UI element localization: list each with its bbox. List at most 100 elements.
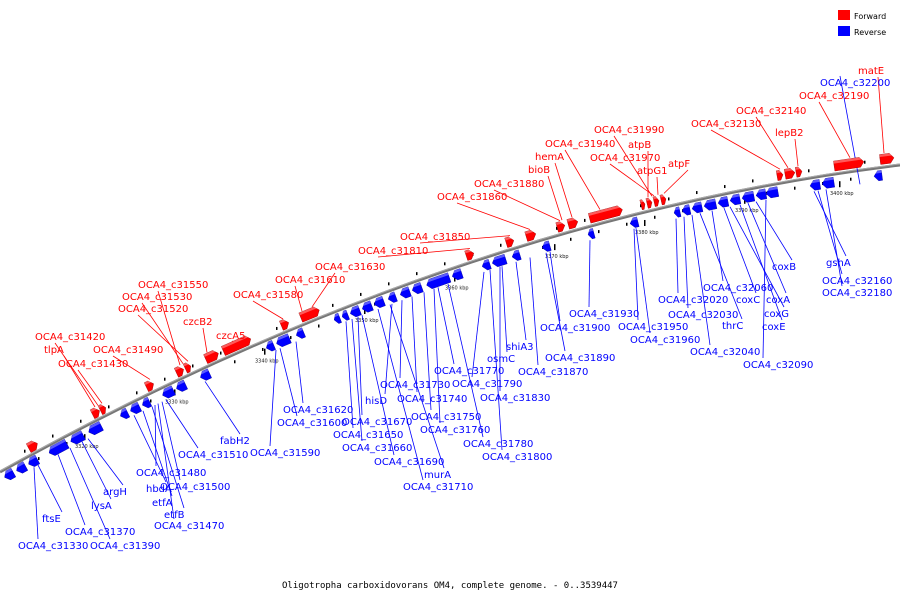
gene-arrow[interactable] xyxy=(411,282,424,295)
gene-arrow[interactable] xyxy=(220,334,252,356)
gene-label[interactable]: OCA4_c32140 xyxy=(736,106,806,117)
gene-label[interactable]: OCA4_c31490 xyxy=(93,345,163,356)
gene-arrow[interactable] xyxy=(160,385,176,400)
reverse-gene[interactable] xyxy=(873,170,883,181)
gene-arrow[interactable] xyxy=(387,291,398,304)
gene-label[interactable]: OCA4_c31900 xyxy=(540,323,610,334)
reverse-gene[interactable] xyxy=(729,193,742,206)
gene-label[interactable]: OCA4_c31890 xyxy=(545,353,615,364)
reverse-gene[interactable] xyxy=(821,176,835,189)
gene-label[interactable]: OCA4_c31600 xyxy=(277,418,347,429)
gene-arrow[interactable] xyxy=(741,190,756,203)
gene-label[interactable]: OCA4_c31590 xyxy=(250,448,320,459)
reverse-gene[interactable] xyxy=(294,327,306,340)
reverse-gene[interactable] xyxy=(765,186,780,199)
forward-gene[interactable] xyxy=(203,348,221,364)
gene-label[interactable]: OCA4_c31510 xyxy=(178,450,248,461)
reverse-gene[interactable] xyxy=(274,333,292,349)
gene-arrow[interactable] xyxy=(555,220,566,233)
reverse-gene[interactable] xyxy=(198,368,212,382)
gene-arrow[interactable] xyxy=(340,309,350,322)
reverse-gene[interactable] xyxy=(118,407,131,421)
gene-label[interactable]: OCA4_c31870 xyxy=(518,367,588,378)
forward-gene[interactable] xyxy=(659,194,667,206)
gene-label[interactable]: OCA4_c31790 xyxy=(452,379,522,390)
gene-label[interactable]: OCA4_c31730 xyxy=(380,380,450,391)
gene-label[interactable]: OCA4_c31690 xyxy=(374,457,444,468)
reverse-gene[interactable] xyxy=(586,228,596,240)
reverse-gene[interactable] xyxy=(332,312,342,325)
gene-arrow[interactable] xyxy=(703,198,718,211)
gene-label[interactable]: OCA4_c31740 xyxy=(397,394,467,405)
gene-label[interactable]: coxG xyxy=(764,309,789,320)
gene-arrow[interactable] xyxy=(587,228,596,240)
gene-arrow[interactable] xyxy=(755,188,768,201)
gene-label[interactable]: osmC xyxy=(487,354,515,365)
gene-label[interactable]: tlpA xyxy=(44,345,64,356)
gene-arrow[interactable] xyxy=(86,421,104,436)
gene-label[interactable]: OCA4_c32060 xyxy=(703,283,773,294)
gene-arrow[interactable] xyxy=(118,407,131,421)
gene-label[interactable]: OCA4_c31940 xyxy=(545,139,615,150)
reverse-gene[interactable] xyxy=(2,467,17,482)
gene-label[interactable]: OCA4_c31580 xyxy=(233,290,303,301)
gene-label[interactable]: OCA4_c31470 xyxy=(154,521,224,532)
gene-arrow[interactable] xyxy=(349,305,362,318)
reverse-gene[interactable] xyxy=(450,268,464,282)
gene-label[interactable]: coxA xyxy=(766,295,790,306)
gene-label[interactable]: OCA4_c31520 xyxy=(118,304,188,315)
gene-arrow[interactable] xyxy=(399,286,412,300)
reverse-gene[interactable] xyxy=(680,204,692,217)
gene-arrow[interactable] xyxy=(128,401,142,415)
gene-label[interactable]: czcB2 xyxy=(183,317,212,328)
reverse-gene[interactable] xyxy=(340,309,350,322)
gene-arrow[interactable] xyxy=(639,199,646,211)
gene-arrow[interactable] xyxy=(373,295,386,309)
gene-arrow[interactable] xyxy=(491,253,508,268)
gene-label[interactable]: fabH2 xyxy=(220,436,250,447)
reverse-gene[interactable] xyxy=(755,188,768,201)
forward-gene[interactable] xyxy=(25,439,40,453)
reverse-gene[interactable] xyxy=(703,198,718,211)
gene-label[interactable]: OCA4_c31830 xyxy=(480,393,550,404)
gene-label[interactable]: argH xyxy=(103,487,127,498)
gene-label[interactable]: ftsE xyxy=(42,514,61,525)
gene-label[interactable]: hbdA xyxy=(146,484,172,495)
reverse-gene[interactable] xyxy=(360,300,374,314)
gene-label[interactable]: matE xyxy=(858,66,884,77)
gene-label[interactable]: coxC xyxy=(736,295,760,306)
gene-label[interactable]: OCA4_c31990 xyxy=(594,125,664,136)
reverse-gene[interactable] xyxy=(425,272,452,290)
gene-label[interactable]: OCA4_c31950 xyxy=(618,322,688,333)
gene-label[interactable]: OCA4_c31500 xyxy=(160,482,230,493)
gene-arrow[interactable] xyxy=(173,365,186,378)
forward-gene[interactable] xyxy=(89,406,102,420)
reverse-gene[interactable] xyxy=(26,454,41,469)
gene-label[interactable]: OCA4_c32090 xyxy=(743,360,813,371)
gene-arrow[interactable] xyxy=(629,216,640,229)
forward-gene[interactable] xyxy=(298,305,321,323)
forward-gene[interactable] xyxy=(464,248,476,261)
gene-label[interactable]: atpB xyxy=(628,140,651,151)
reverse-gene[interactable] xyxy=(46,438,70,457)
gene-label[interactable]: OCA4_c31430 xyxy=(58,359,128,370)
gene-label[interactable]: OCA4_c32130 xyxy=(691,119,761,130)
gene-arrow[interactable] xyxy=(729,193,742,206)
reverse-gene[interactable] xyxy=(398,286,412,300)
gene-label[interactable]: OCA4_c31620 xyxy=(283,405,353,416)
gene-arrow[interactable] xyxy=(47,438,70,457)
gene-arrow[interactable] xyxy=(97,403,108,415)
gene-arrow[interactable] xyxy=(425,272,452,290)
gene-arrow[interactable] xyxy=(26,454,41,469)
forward-gene[interactable] xyxy=(645,197,653,209)
reverse-gene[interactable] xyxy=(490,253,508,268)
gene-label[interactable]: etfA xyxy=(152,498,173,509)
forward-gene[interactable] xyxy=(97,403,108,415)
gene-label[interactable]: coxB xyxy=(772,262,796,273)
gene-label[interactable]: OCA4_c31810 xyxy=(358,246,428,257)
gene-label[interactable]: OCA4_c31660 xyxy=(342,443,412,454)
gene-label[interactable]: atpF xyxy=(668,159,690,170)
reverse-gene[interactable] xyxy=(348,305,362,318)
gene-arrow[interactable] xyxy=(794,166,803,178)
gene-label[interactable]: OCA4_c32040 xyxy=(690,347,760,358)
